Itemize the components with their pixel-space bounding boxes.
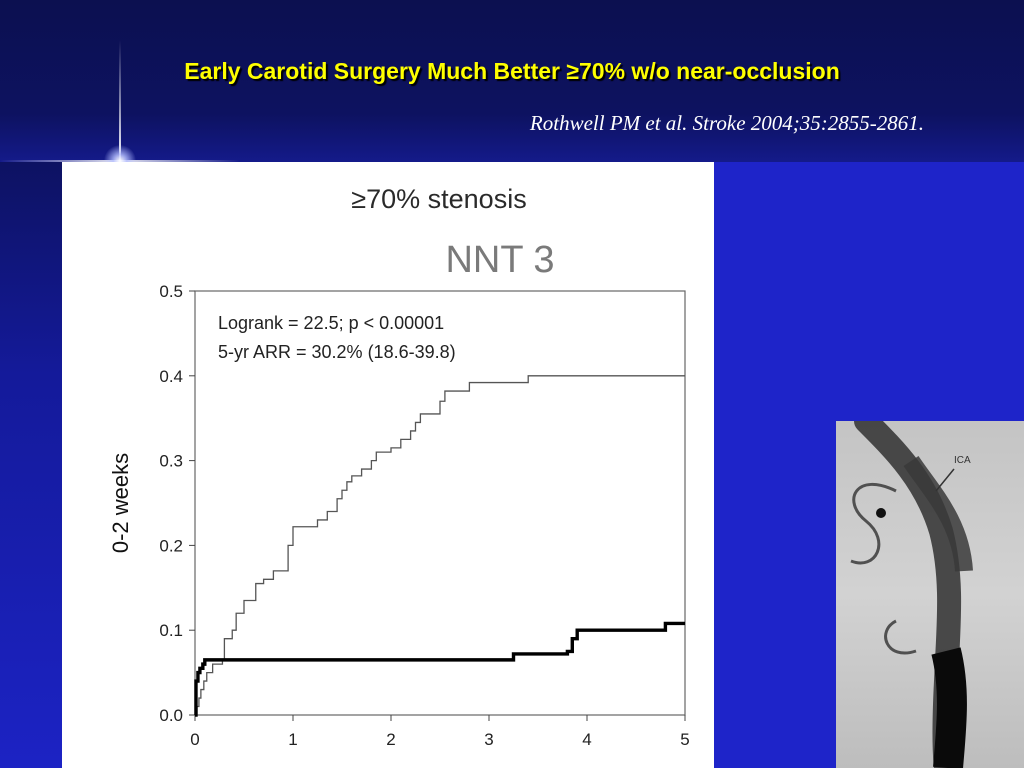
- left-band: [0, 162, 62, 768]
- chart-title: ≥70% stenosis: [351, 184, 526, 214]
- series-layer: [194, 375, 685, 717]
- x-tick-label: 1: [288, 730, 297, 749]
- annotation-arr: 5-yr ARR = 30.2% (18.6-39.8): [218, 342, 456, 362]
- x-tick-label: 3: [484, 730, 493, 749]
- nnt-label: NNT 3: [445, 239, 554, 281]
- y-axis-label: 0-2 weeks: [108, 453, 133, 553]
- plot-frame: [194, 290, 686, 716]
- axis-ticks: 0 1 2 3 4 5 0.0 0.1 0.2 0.3 0.4 0.5: [159, 282, 689, 749]
- slide-title: Early Carotid Surgery Much Better ≥70% w…: [184, 58, 840, 84]
- angiogram-label: ICA: [954, 455, 971, 466]
- series-line-1: [195, 375, 685, 716]
- angiogram-image: ICA: [836, 421, 1024, 768]
- series-line-2: [194, 621, 685, 717]
- citation: Rothwell PM et al. Stroke 2004;35:2855-2…: [529, 111, 924, 135]
- annotation-logrank: Logrank = 22.5; p < 0.00001: [218, 313, 444, 333]
- x-tick-label: 5: [680, 730, 689, 749]
- x-tick-label: 4: [582, 730, 591, 749]
- chart-panel: ≥70% stenosis NNT 3 0-2 weeks Logrank = …: [62, 162, 714, 768]
- angiogram-graphic: ICA: [850, 421, 973, 768]
- header-band: [0, 0, 1024, 162]
- lens-flare-vertical: [119, 40, 121, 190]
- x-tick-label: 2: [386, 730, 395, 749]
- y-tick-label: 0.2: [159, 536, 183, 555]
- kaplan-meier-chart: ≥70% stenosis NNT 3 0-2 weeks Logrank = …: [108, 184, 690, 749]
- y-tick-label: 0.0: [159, 706, 183, 725]
- y-tick-label: 0.3: [159, 452, 183, 471]
- y-tick-label: 0.5: [159, 282, 183, 301]
- x-tick-label: 0: [190, 730, 199, 749]
- y-tick-label: 0.1: [159, 621, 183, 640]
- y-tick-label: 0.4: [159, 367, 183, 386]
